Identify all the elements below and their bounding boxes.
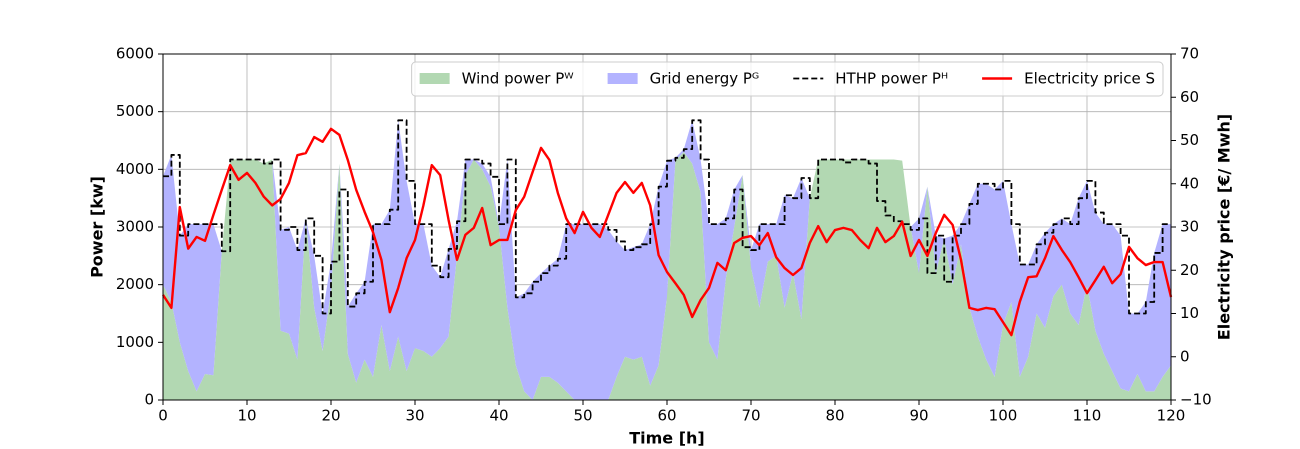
x-axis-label: Time [h] — [629, 429, 705, 448]
y2-tick-label: 10 — [1180, 304, 1199, 322]
y2-tick-label: 30 — [1180, 218, 1199, 236]
y2-tick-label: 20 — [1180, 261, 1199, 279]
y2-tick-label: 0 — [1180, 347, 1190, 365]
y2-tick-label: 60 — [1180, 88, 1199, 106]
x-tick-label: 100 — [989, 407, 1018, 425]
y2-tick-label: 40 — [1180, 174, 1199, 192]
line — [161, 127, 1173, 337]
x-tick-label: 110 — [1073, 407, 1102, 425]
legend-label: Electricity price S — [1024, 70, 1155, 88]
y2-tick-label: 70 — [1180, 45, 1199, 63]
x-tick-label: 120 — [1157, 407, 1186, 425]
line — [163, 119, 1171, 315]
plot-frame — [162, 53, 1172, 401]
data-layer — [161, 119, 1173, 401]
legend-swatch — [607, 73, 638, 84]
x-tick-label: 30 — [405, 407, 424, 425]
x-tick-label: 80 — [825, 407, 844, 425]
legend-label: Grid energy Pᴳ — [650, 70, 760, 88]
y-tick-label: 6000 — [116, 45, 154, 63]
legend-box — [411, 61, 1164, 97]
y-tick-label: 4000 — [116, 160, 154, 178]
x-tick-label: 90 — [909, 407, 928, 425]
y-tick-label: 5000 — [116, 102, 154, 120]
x-tick-label: 70 — [741, 407, 760, 425]
legend-swatch — [419, 73, 450, 84]
y-axis-label: Power [kw] — [88, 176, 107, 278]
legend-label: Wind power Pᵂ — [462, 70, 575, 88]
x-tick-label: 0 — [158, 407, 168, 425]
x-tick-label: 60 — [657, 407, 676, 425]
x-tick-label: 10 — [237, 407, 256, 425]
y2-tick-label: −10 — [1180, 391, 1212, 409]
x-tick-label: 50 — [573, 407, 592, 425]
y-tick-label: 3000 — [116, 218, 154, 236]
y-tick-label: 2000 — [116, 275, 154, 293]
x-tick-label: 40 — [489, 407, 508, 425]
y2-tick-label: 50 — [1180, 131, 1199, 149]
area — [163, 152, 1171, 400]
legend: Wind power Pᵂ Grid energy Pᴳ HTHP power Pᴴ… — [411, 61, 1164, 97]
x-tick-label: 20 — [321, 407, 340, 425]
y-tick-label: 1000 — [116, 333, 154, 351]
legend-label: HTHP power Pᴴ — [835, 70, 948, 88]
y-tick-label: 0 — [144, 391, 154, 409]
area — [163, 120, 1171, 401]
y2-axis-label: Electricity price [€/ Mwh] — [1215, 114, 1234, 340]
